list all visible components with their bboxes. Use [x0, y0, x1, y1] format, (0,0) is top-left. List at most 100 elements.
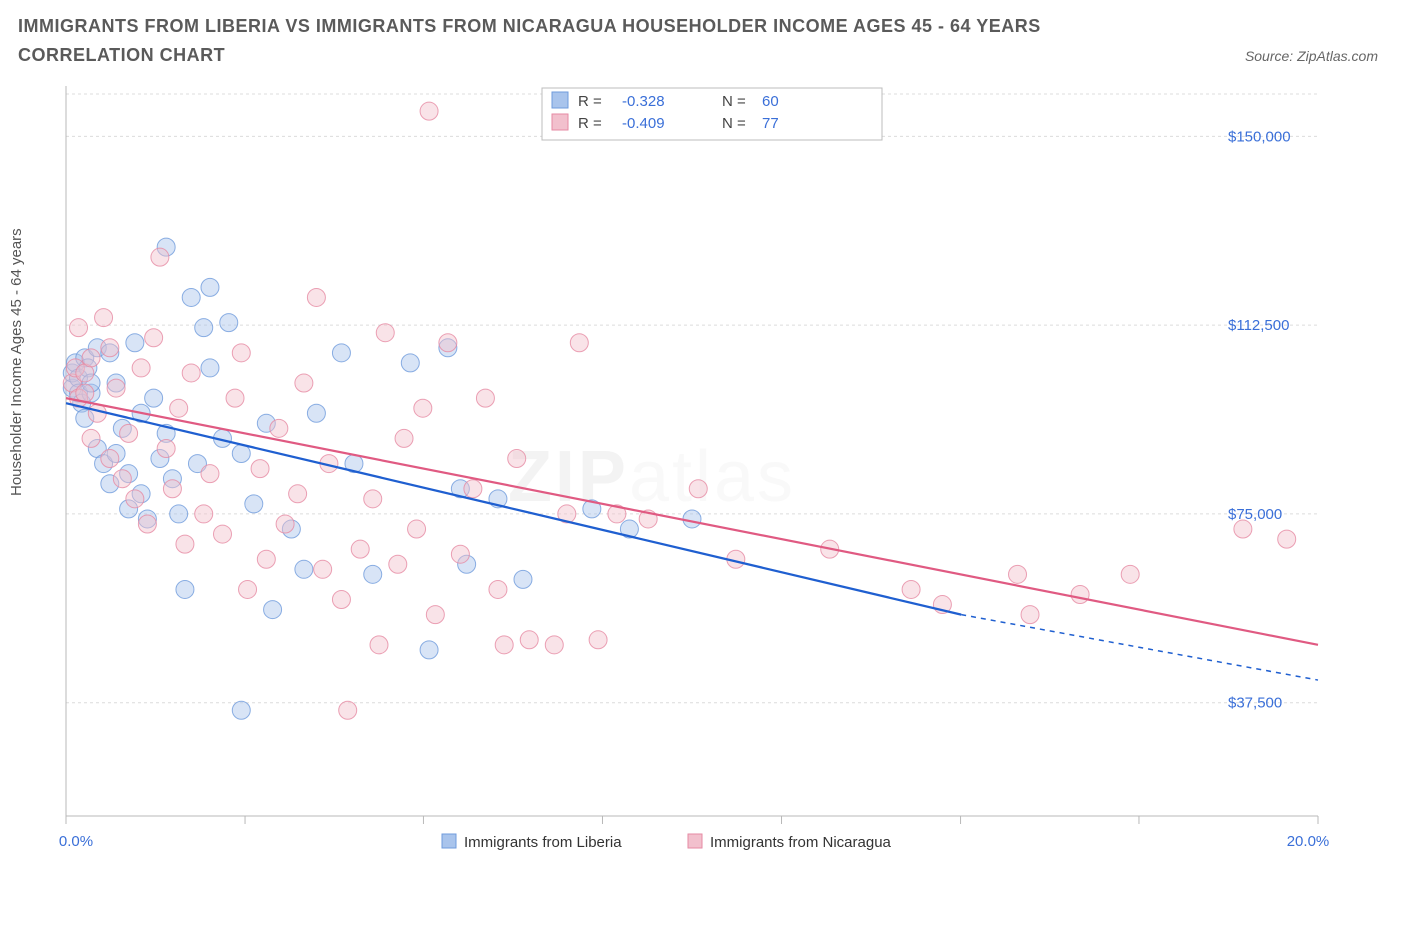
data-point — [113, 469, 131, 487]
legend-series-label: Immigrants from Nicaragua — [710, 834, 892, 851]
data-point — [364, 489, 382, 507]
y-tick-label: $112,500 — [1228, 317, 1289, 334]
data-point — [902, 580, 920, 598]
data-point — [270, 419, 288, 437]
data-point — [138, 515, 156, 533]
data-point — [145, 328, 163, 346]
data-point — [1234, 520, 1252, 538]
data-point — [389, 555, 407, 573]
data-point — [232, 701, 250, 719]
data-point — [370, 635, 388, 653]
data-point — [489, 580, 507, 598]
data-point — [1009, 565, 1027, 583]
data-point — [214, 525, 232, 543]
scatter-chart: $37,500$75,000$112,500$150,0000.0%20.0%Z… — [18, 76, 1348, 891]
data-point — [339, 701, 357, 719]
legend-r-value: -0.328 — [622, 93, 665, 110]
data-point — [420, 102, 438, 120]
data-point — [245, 494, 263, 512]
data-point — [1278, 530, 1296, 548]
data-point — [226, 389, 244, 407]
data-point — [145, 389, 163, 407]
data-point — [163, 479, 181, 497]
data-point — [195, 505, 213, 523]
data-point — [408, 520, 426, 538]
data-point — [76, 384, 94, 402]
data-point — [257, 550, 275, 568]
data-point — [82, 348, 100, 366]
data-point — [476, 389, 494, 407]
data-point — [95, 308, 113, 326]
data-point — [689, 479, 707, 497]
y-tick-label: $150,000 — [1228, 128, 1291, 145]
y-tick-label: $75,000 — [1228, 506, 1282, 523]
source-label: Source: ZipAtlas.com — [1245, 48, 1378, 64]
legend-n-value: 77 — [762, 115, 779, 132]
data-point — [170, 505, 188, 523]
data-point — [289, 484, 307, 502]
data-point — [151, 248, 169, 266]
chart-area: Householder Income Ages 45 - 64 years $3… — [18, 76, 1388, 891]
data-point — [88, 404, 106, 422]
legend-r-value: -0.409 — [622, 115, 665, 132]
data-point — [332, 590, 350, 608]
data-point — [420, 640, 438, 658]
data-point — [307, 404, 325, 422]
legend-n-label: N = — [722, 115, 746, 132]
legend-n-value: 60 — [762, 93, 779, 110]
data-point — [276, 515, 294, 533]
regression-line — [66, 398, 1318, 645]
data-point — [201, 464, 219, 482]
data-point — [132, 359, 150, 377]
data-point — [351, 540, 369, 558]
data-point — [295, 374, 313, 392]
data-point — [101, 338, 119, 356]
data-point — [570, 333, 588, 351]
data-point — [439, 333, 457, 351]
legend-swatch — [442, 834, 456, 848]
x-tick-label: 20.0% — [1287, 833, 1330, 850]
data-point — [170, 399, 188, 417]
data-point — [508, 449, 526, 467]
data-point — [232, 444, 250, 462]
data-point — [545, 635, 563, 653]
data-point — [201, 359, 219, 377]
data-point — [1021, 605, 1039, 623]
data-point — [126, 333, 144, 351]
watermark: ZIPatlas — [508, 437, 796, 517]
legend-swatch — [552, 114, 568, 130]
data-point — [176, 535, 194, 553]
data-point — [376, 323, 394, 341]
data-point — [70, 318, 88, 336]
legend-r-label: R = — [578, 93, 602, 110]
data-point — [82, 429, 100, 447]
y-axis-label: Householder Income Ages 45 - 64 years — [8, 228, 25, 496]
data-point — [195, 318, 213, 336]
data-point — [157, 439, 175, 457]
data-point — [520, 630, 538, 648]
data-point — [683, 510, 701, 528]
legend-series-label: Immigrants from Liberia — [464, 834, 622, 851]
legend-swatch — [552, 92, 568, 108]
data-point — [451, 545, 469, 563]
data-point — [201, 278, 219, 296]
data-point — [220, 313, 238, 331]
data-point — [1121, 565, 1139, 583]
legend-n-label: N = — [722, 93, 746, 110]
y-tick-label: $37,500 — [1228, 694, 1282, 711]
regression-line-extrapolated — [961, 614, 1318, 679]
data-point — [1071, 585, 1089, 603]
data-point — [464, 479, 482, 497]
data-point — [589, 630, 607, 648]
data-point — [126, 489, 144, 507]
data-point — [251, 459, 269, 477]
data-point — [395, 429, 413, 447]
data-point — [314, 560, 332, 578]
data-point — [307, 288, 325, 306]
data-point — [426, 605, 444, 623]
data-point — [332, 343, 350, 361]
data-point — [264, 600, 282, 618]
data-point — [182, 364, 200, 382]
data-point — [107, 379, 125, 397]
data-point — [239, 580, 257, 598]
